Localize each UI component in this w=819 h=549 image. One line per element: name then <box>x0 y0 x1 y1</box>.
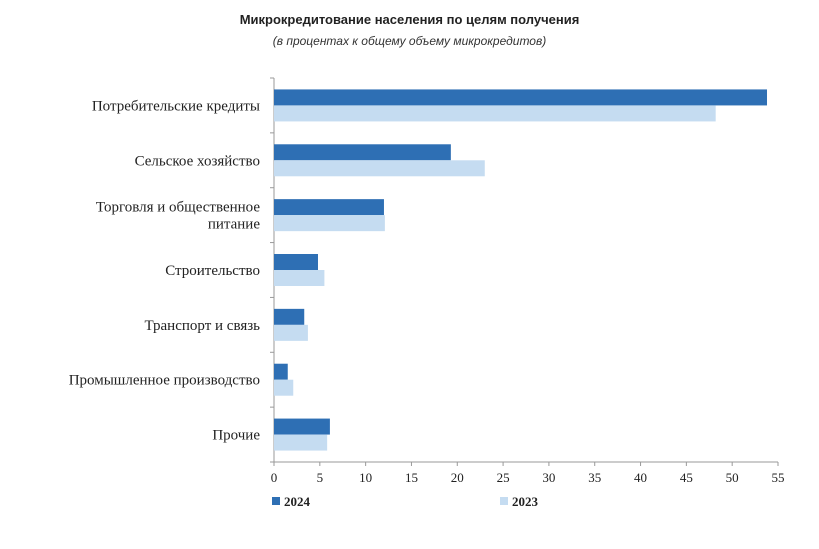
bar-2024 <box>274 144 451 161</box>
bar-2024 <box>274 254 318 270</box>
bar-2023 <box>274 215 385 232</box>
legend-label-2023: 2023 <box>512 494 539 509</box>
bar-2024 <box>274 418 330 435</box>
bar-2023 <box>274 434 328 451</box>
x-tick-label: 25 <box>497 470 510 485</box>
bar-2024 <box>274 363 288 380</box>
x-tick-label: 0 <box>271 470 278 485</box>
x-tick-label: 35 <box>588 470 601 485</box>
bar-2023 <box>274 324 308 341</box>
x-tick-label: 45 <box>680 470 693 485</box>
x-tick-label: 15 <box>405 470 418 485</box>
x-tick-label: 20 <box>451 470 464 485</box>
category-label: Торговля и общественное <box>96 200 260 216</box>
category-label: Сельское хозяйство <box>135 153 260 169</box>
chart-subtitle: (в процентах к общему объему микрокредит… <box>272 34 547 48</box>
category-label: питание <box>208 217 261 233</box>
x-tick-label: 40 <box>634 470 647 485</box>
bar-2024 <box>274 199 384 216</box>
x-tick-label: 50 <box>726 470 739 485</box>
chart-title: Микрокредитование населения по целям пол… <box>239 12 580 27</box>
bar-2023 <box>274 160 485 177</box>
legend-label-2024: 2024 <box>284 494 311 509</box>
category-label: Потребительские кредиты <box>92 98 260 114</box>
x-tick-label: 5 <box>317 470 324 485</box>
bar-2023 <box>274 105 716 122</box>
legend-swatch-2023 <box>500 497 508 505</box>
bar-2023 <box>274 270 325 286</box>
bar-2024 <box>274 308 305 325</box>
category-label: Строительство <box>165 263 260 279</box>
x-tick-label: 30 <box>542 470 555 485</box>
bar-2023 <box>274 379 294 396</box>
category-label: Промышленное производство <box>69 373 260 389</box>
category-label: Транспорт и связь <box>144 318 260 334</box>
x-tick-label: 10 <box>359 470 372 485</box>
legend-swatch-2024 <box>272 497 280 505</box>
category-label: Прочие <box>212 428 260 444</box>
x-tick-label: 55 <box>772 470 785 485</box>
bar-2024 <box>274 89 768 106</box>
